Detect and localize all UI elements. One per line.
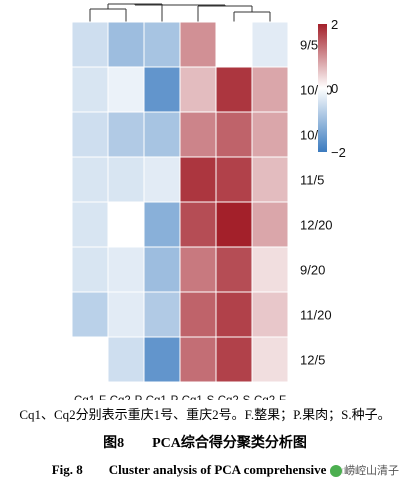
heatmap-cell <box>251 246 289 293</box>
heatmap-cell <box>251 66 289 113</box>
heatmap-cell <box>143 246 181 293</box>
heatmap-cell <box>215 291 253 338</box>
colorbar-tick-label: −2 <box>331 145 346 160</box>
column-label: Cq1-P <box>146 395 179 400</box>
heatmap-cell <box>251 291 289 338</box>
row-label: 11/20 <box>300 308 332 323</box>
heatmap-cell <box>215 111 253 158</box>
heatmap-cell <box>71 246 109 293</box>
column-label: Cq1-F <box>74 395 106 400</box>
heatmap-cell <box>107 201 145 248</box>
heatmap-cell <box>179 336 217 383</box>
heatmap-cell <box>251 111 289 158</box>
heatmap-cell <box>107 21 145 68</box>
heatmap-cell <box>143 66 181 113</box>
heatmap-cell <box>71 111 109 158</box>
heatmap-cell <box>215 246 253 293</box>
row-label: 12/5 <box>300 353 325 368</box>
row-label: 12/20 <box>300 218 333 233</box>
heatmap-cell <box>215 201 253 248</box>
heatmap-cell <box>179 156 217 203</box>
colorbar-tick-label: 0 <box>331 81 338 96</box>
heatmap-cell <box>71 291 109 338</box>
figure-title-chinese: 图8 PCA综合得分聚类分析图 <box>103 436 307 451</box>
heatmap-cell <box>179 66 217 113</box>
colorbar-gradient <box>318 24 327 152</box>
heatmap-cell <box>251 336 289 383</box>
heatmap-cell <box>179 291 217 338</box>
colorbar-tick-label: 2 <box>331 17 338 32</box>
heatmap-cell <box>179 21 217 68</box>
heatmap-cell <box>251 156 289 203</box>
heatmap-cell <box>107 246 145 293</box>
heatmap-cell <box>71 156 109 203</box>
row-label: 9/5 <box>300 38 318 53</box>
watermark: 崂崆山清子 <box>327 462 402 478</box>
heatmap-cell <box>107 156 145 203</box>
heatmap-cell <box>215 66 253 113</box>
figure-title-english: Fig. 8 Cluster analysis of PCA comprehen… <box>51 462 359 477</box>
heatmap-cell <box>107 111 145 158</box>
watermark-text: 崂崆山清子 <box>344 464 399 477</box>
watermark-logo-icon <box>330 465 342 477</box>
heatmap-cell <box>215 21 253 68</box>
heatmap-cell <box>179 111 217 158</box>
column-label: Cq2-F <box>254 395 286 400</box>
heatmap-cell <box>107 291 145 338</box>
heatmap-cell <box>179 246 217 293</box>
row-label: 9/20 <box>300 263 325 278</box>
heatmap-cell <box>107 336 145 383</box>
column-dendrogram <box>89 3 271 22</box>
figure-note: Cq1、Cq2分别表示重庆1号、重庆2号。F.整果；P.果肉；S.种子。 <box>19 407 391 422</box>
column-labels: Cq1-F Cq2-PCq1-PCq1-SCq2-SCq2-F <box>74 395 286 400</box>
colorbar: 2 0 −2 <box>318 17 346 160</box>
heatmap-cell <box>143 111 181 158</box>
heatmap-cell <box>107 66 145 113</box>
heatmap-cell <box>143 336 181 383</box>
heatmap-cell <box>71 66 109 113</box>
heatmap-cells <box>71 21 289 383</box>
row-label: 11/5 <box>300 173 324 188</box>
heatmap-cell <box>215 156 253 203</box>
heatmap-cell <box>143 201 181 248</box>
column-label: Cq2-S <box>218 395 251 400</box>
heatmap-cell <box>215 336 253 383</box>
heatmap-cell <box>143 156 181 203</box>
heatmap-cell <box>71 201 109 248</box>
heatmap-cell <box>71 336 109 383</box>
heatmap-cell <box>251 21 289 68</box>
heatmap-cell <box>179 201 217 248</box>
row-label: 10/20 <box>300 83 333 98</box>
column-label: Cq1-S <box>182 395 215 400</box>
heatmap-cell <box>71 21 109 68</box>
column-label: Cq2-P <box>110 395 143 400</box>
heatmap-cell <box>143 291 181 338</box>
heatmap-cell <box>143 21 181 68</box>
heatmap-cell <box>251 201 289 248</box>
